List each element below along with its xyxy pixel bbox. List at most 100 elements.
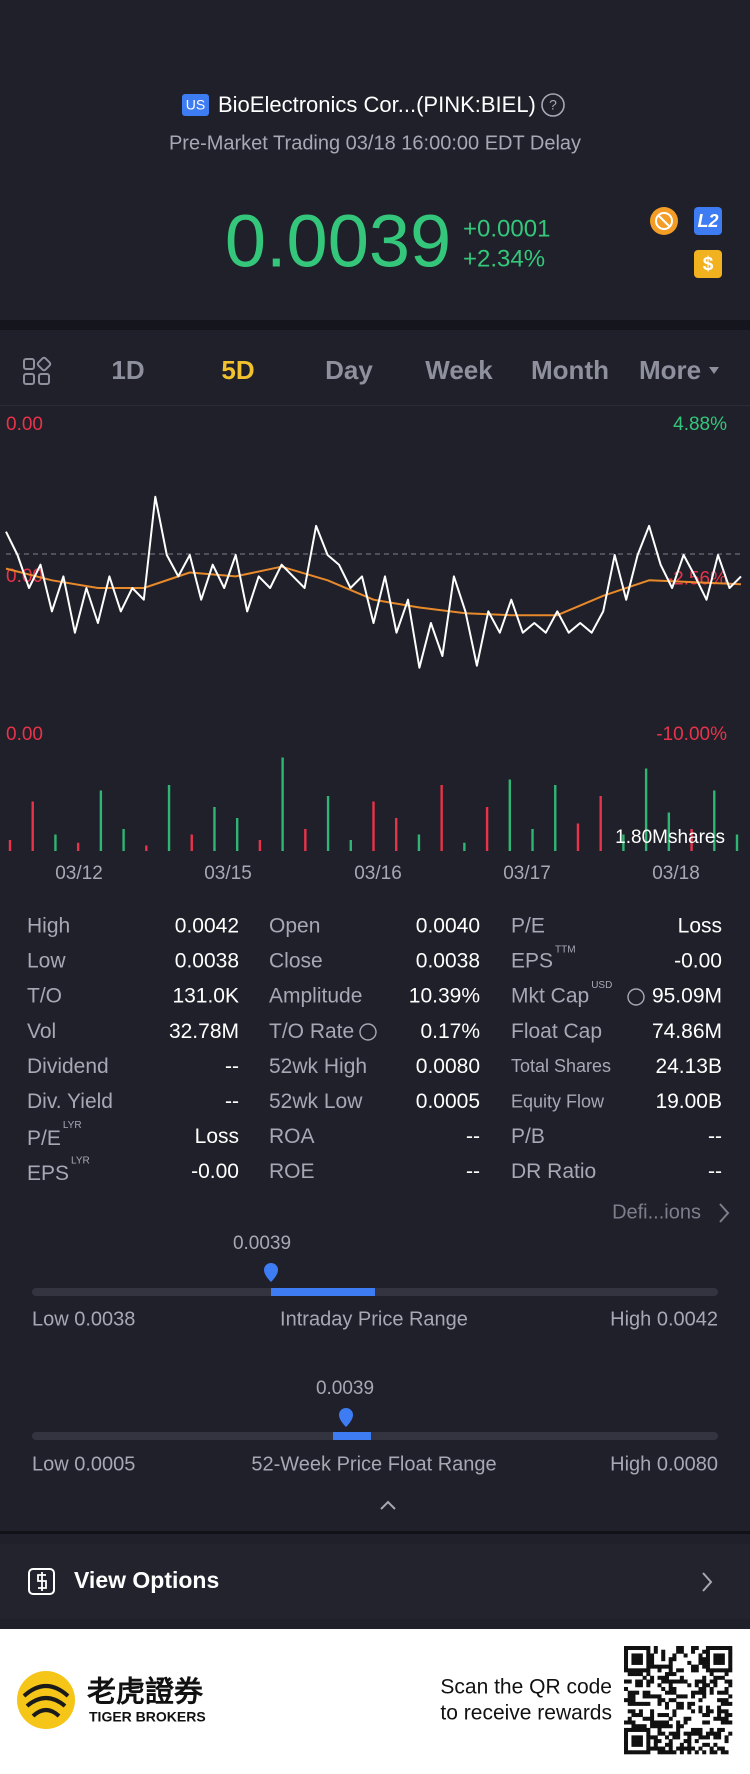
qr-cell [638, 1701, 643, 1706]
definitions-link[interactable]: Defi...ions [612, 1201, 701, 1223]
stat-value: -- [466, 1125, 480, 1148]
volume-tick-label: 1.80Mshares [615, 827, 725, 848]
range-current: 0.0039 [316, 1378, 374, 1399]
qr-cell [705, 1731, 710, 1736]
range-high: High 0.0080 [610, 1453, 718, 1475]
volume-bar [440, 785, 443, 851]
qr-cell [668, 1724, 673, 1729]
tab[interactable]: Day [325, 355, 373, 385]
qr-cell [698, 1731, 703, 1736]
stock-title[interactable]: BioElectronics Cor...(PINK:BIEL) [218, 92, 536, 117]
tab[interactable]: Month [531, 355, 609, 385]
qr-cell [657, 1750, 662, 1755]
l2-badge[interactable] [694, 207, 722, 235]
options-row[interactable] [0, 1544, 750, 1619]
qr-cell [638, 1713, 643, 1718]
qr-cell [717, 1668, 722, 1673]
qr-cell [624, 1727, 629, 1732]
qr-cell [635, 1683, 640, 1688]
tab-active[interactable]: 5D [221, 355, 254, 385]
tab[interactable]: 1D [111, 355, 144, 385]
qr-cell [661, 1731, 666, 1736]
qr-cell [691, 1727, 696, 1732]
qr-cell [672, 1686, 677, 1691]
qr-cell [724, 1716, 729, 1721]
qr-cell [642, 1724, 647, 1729]
qr-cell [631, 1742, 636, 1747]
qr-cell [638, 1750, 643, 1755]
volume-bar [31, 801, 34, 851]
qr-cell [713, 1716, 718, 1721]
volume-bar [372, 801, 375, 851]
qr-cell [709, 1746, 714, 1751]
qr-cell [661, 1649, 666, 1654]
chart: 0.000.000.004.88%-2.56%-10.00%1.80Mshare… [5, 414, 742, 884]
qr-cell [661, 1720, 666, 1725]
qr-cell [724, 1720, 729, 1725]
qr-cell [709, 1750, 714, 1755]
qr-cell [672, 1709, 677, 1714]
qr-cell [638, 1735, 643, 1740]
qr-cell [646, 1716, 651, 1721]
stat-label: 52wk High [269, 1055, 367, 1078]
qr-cell [728, 1668, 733, 1673]
qr-cell [638, 1683, 643, 1688]
qr-cell [705, 1653, 710, 1658]
qr-cell [624, 1646, 629, 1651]
qr-cell [694, 1690, 699, 1695]
qr-code[interactable] [624, 1646, 733, 1755]
qr-cell [694, 1731, 699, 1736]
dollar-badge[interactable] [694, 250, 722, 278]
qr-cell [691, 1731, 696, 1736]
qr-cell [653, 1720, 658, 1725]
qr-cell [691, 1746, 696, 1751]
qr-cell [687, 1683, 692, 1688]
qr-cell [720, 1646, 725, 1651]
qr-cell [728, 1731, 733, 1736]
qr-cell [717, 1735, 722, 1740]
volume-bar [76, 842, 80, 851]
qr-cell [627, 1750, 632, 1755]
tab[interactable]: More [639, 355, 701, 385]
volume-bar [145, 845, 148, 851]
qr-cell [679, 1675, 684, 1680]
qr-cell [664, 1690, 669, 1695]
qr-cell [709, 1679, 714, 1684]
qr-cell [694, 1679, 699, 1684]
qr-cell [627, 1709, 632, 1714]
qr-cell [650, 1746, 655, 1751]
qr-cell [717, 1675, 722, 1680]
qr-cell [624, 1742, 629, 1747]
grid-icon[interactable] [23, 356, 52, 385]
qr-cell [717, 1716, 722, 1721]
qr-cell [661, 1750, 666, 1755]
volume-bar [122, 829, 125, 851]
tab[interactable]: Week [425, 355, 493, 385]
subtitle: Pre-Market Trading 03/18 16:00:00 EDT De… [169, 132, 581, 154]
qr-cell [650, 1653, 655, 1658]
stat-value: -0.00 [674, 950, 722, 973]
qr-cell [668, 1698, 673, 1703]
qr-cell [646, 1727, 651, 1732]
qr-cell [694, 1646, 699, 1651]
volume-bar [508, 779, 512, 851]
qr-cell [664, 1735, 669, 1740]
qr-cell [709, 1646, 714, 1651]
stat-superscript: LYR [71, 1155, 90, 1166]
help-icon[interactable] [541, 93, 565, 117]
volume-bar [690, 829, 693, 851]
volume-bar [304, 829, 307, 851]
qr-cell [724, 1686, 729, 1691]
collapse-caret[interactable] [380, 1500, 396, 1510]
stat-superscript: TTM [555, 945, 576, 956]
qr-cell [661, 1675, 666, 1680]
qr-cell [661, 1653, 666, 1658]
stat-label: Low [27, 950, 66, 973]
stat-value: -- [225, 1055, 239, 1078]
qr-cell [638, 1739, 643, 1744]
qr-cell [631, 1653, 636, 1658]
qr-cell [650, 1660, 655, 1665]
qr-cell [676, 1735, 681, 1740]
qr-cell [717, 1646, 722, 1651]
qr-cell [705, 1657, 710, 1662]
